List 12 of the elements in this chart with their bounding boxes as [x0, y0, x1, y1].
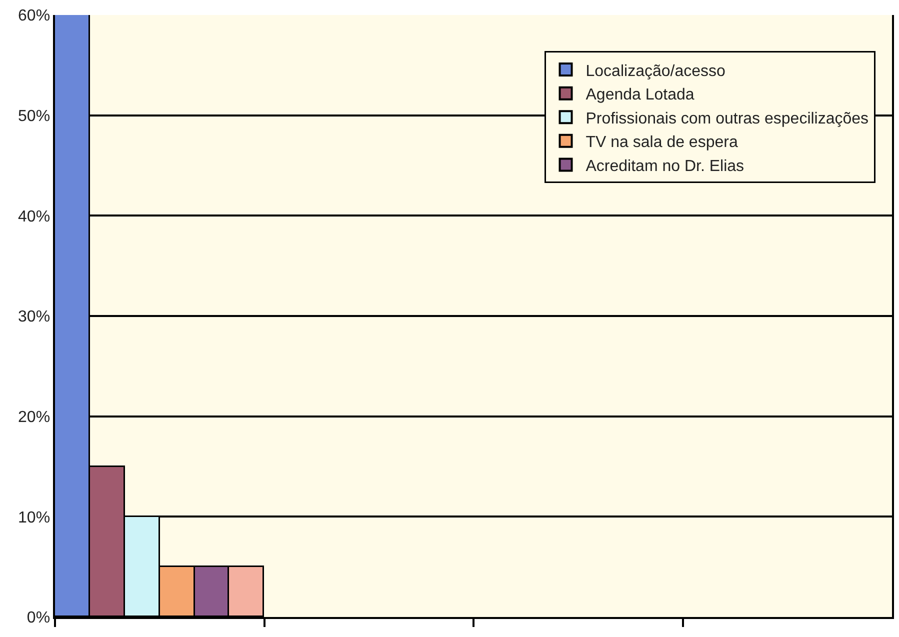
legend-label: Agenda Lotada	[586, 86, 694, 104]
y-tick-label: 10%	[18, 509, 50, 526]
legend-label: Profissionais com outras especilizações	[586, 110, 869, 128]
y-tick-label: 40%	[18, 208, 50, 226]
y-tick-label: 60%	[18, 8, 50, 25]
y-tick-label: 50%	[18, 108, 50, 125]
y-tick-label: 30%	[18, 308, 50, 326]
legend-label: Localização/acesso	[586, 62, 726, 80]
legend-label: TV na sala de espera	[586, 134, 738, 152]
y-tick-label: 20%	[18, 408, 50, 426]
y-tick-label: 0%	[26, 610, 50, 627]
legend-label: Acreditam no Dr. Elias	[586, 158, 744, 175]
